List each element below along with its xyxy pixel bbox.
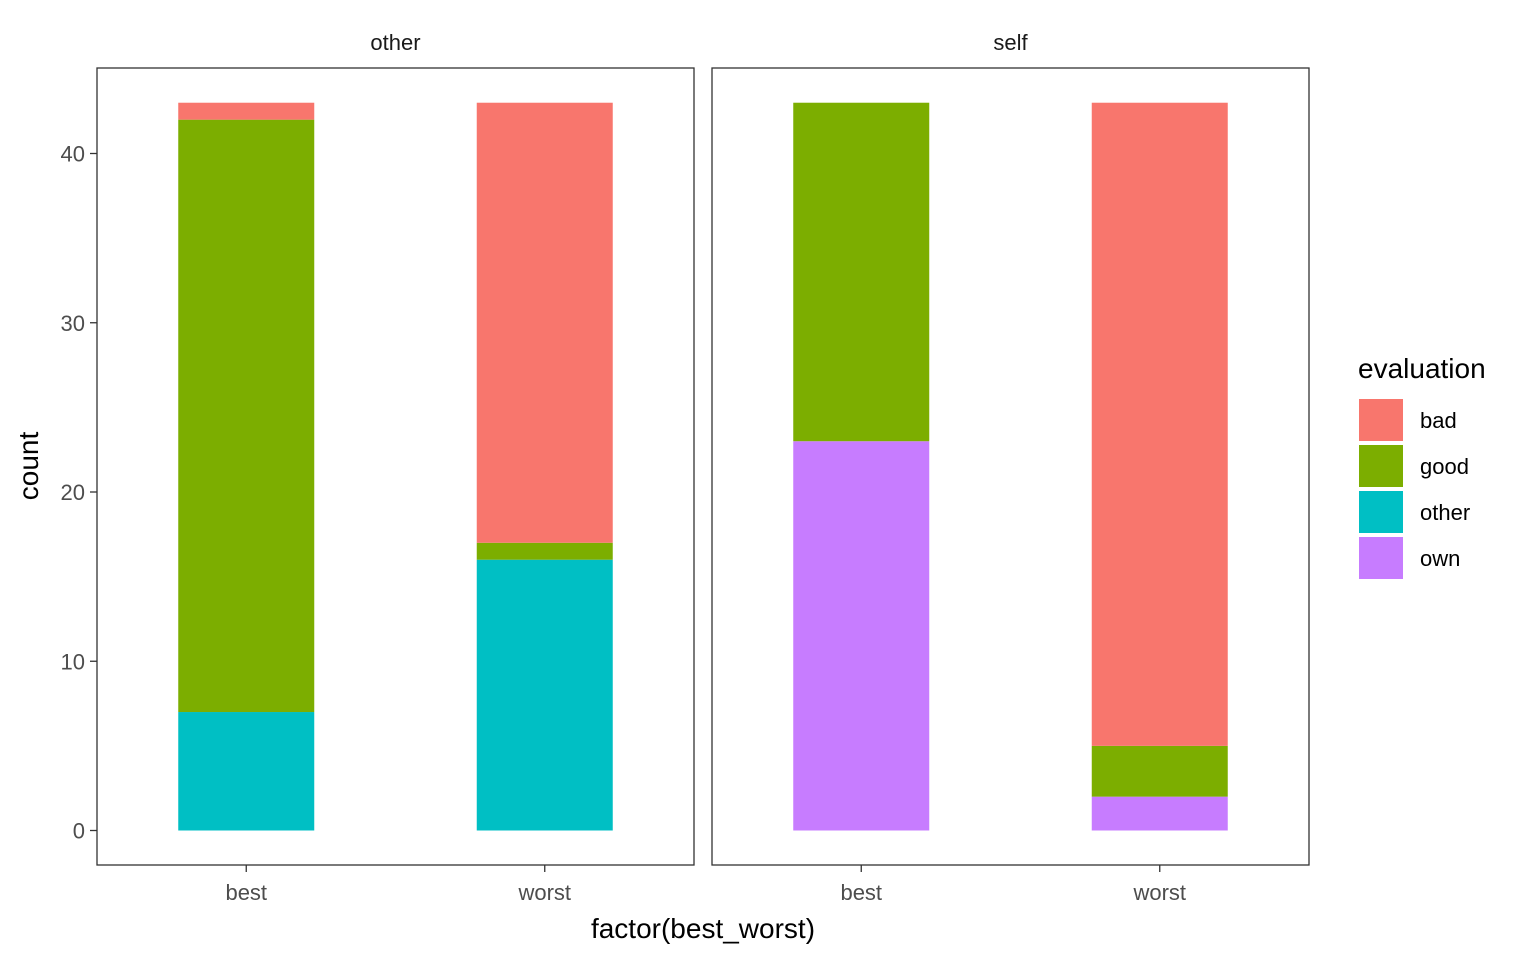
facet-panels: other best worst self best worst 0 10 20 30 40: [61, 30, 1310, 905]
bar-segment-self-best-good: [793, 102, 930, 442]
bar-segment-other-worst-bad: [476, 102, 613, 543]
legend-label-bad: bad: [1420, 408, 1457, 433]
x-axis-title: factor(best_worst): [591, 913, 815, 944]
y-axis: 0 10 20 30 40: [61, 142, 97, 844]
legend-title: evaluation: [1358, 353, 1486, 384]
bar-segment-other-best-other: [178, 712, 315, 831]
legend-label-other: other: [1420, 500, 1470, 525]
legend-key-own: [1359, 537, 1403, 579]
panel-border: [96, 67, 695, 866]
legend-key-other: [1359, 491, 1403, 533]
x-tick-label: worst: [517, 880, 571, 905]
bar-segment-self-worst-own: [1091, 796, 1228, 831]
bar-segment-self-best-own: [793, 441, 930, 831]
legend-key-good: [1359, 445, 1403, 487]
bar-segment-other-best-bad: [178, 102, 315, 120]
x-tick-label: best: [840, 880, 882, 905]
facet-panel-self: self best worst: [711, 30, 1310, 905]
legend-key-bad: [1359, 399, 1403, 441]
x-tick-label: best: [225, 880, 267, 905]
legend: evaluation bad good other own: [1358, 353, 1486, 579]
y-tick-label: 20: [61, 480, 85, 505]
y-tick-label: 40: [61, 142, 85, 167]
y-tick-label: 0: [73, 819, 85, 844]
bar-segment-other-best-good: [178, 119, 315, 713]
legend-label-own: own: [1420, 546, 1460, 571]
y-axis-title: count: [13, 432, 44, 501]
bar-segment-other-worst-other: [476, 559, 613, 831]
facet-panel-other: other best worst: [96, 30, 695, 905]
bar-segment-self-worst-good: [1091, 745, 1228, 797]
panel-border: [711, 67, 1310, 866]
y-tick-label: 10: [61, 649, 85, 674]
bar-segment-self-worst-bad: [1091, 102, 1228, 746]
bar-segment-other-worst-good: [476, 542, 613, 560]
y-tick-label: 30: [61, 311, 85, 336]
facet-strip-label: self: [993, 30, 1028, 55]
x-tick-label: worst: [1132, 880, 1186, 905]
legend-label-good: good: [1420, 454, 1469, 479]
facet-strip-label: other: [370, 30, 420, 55]
